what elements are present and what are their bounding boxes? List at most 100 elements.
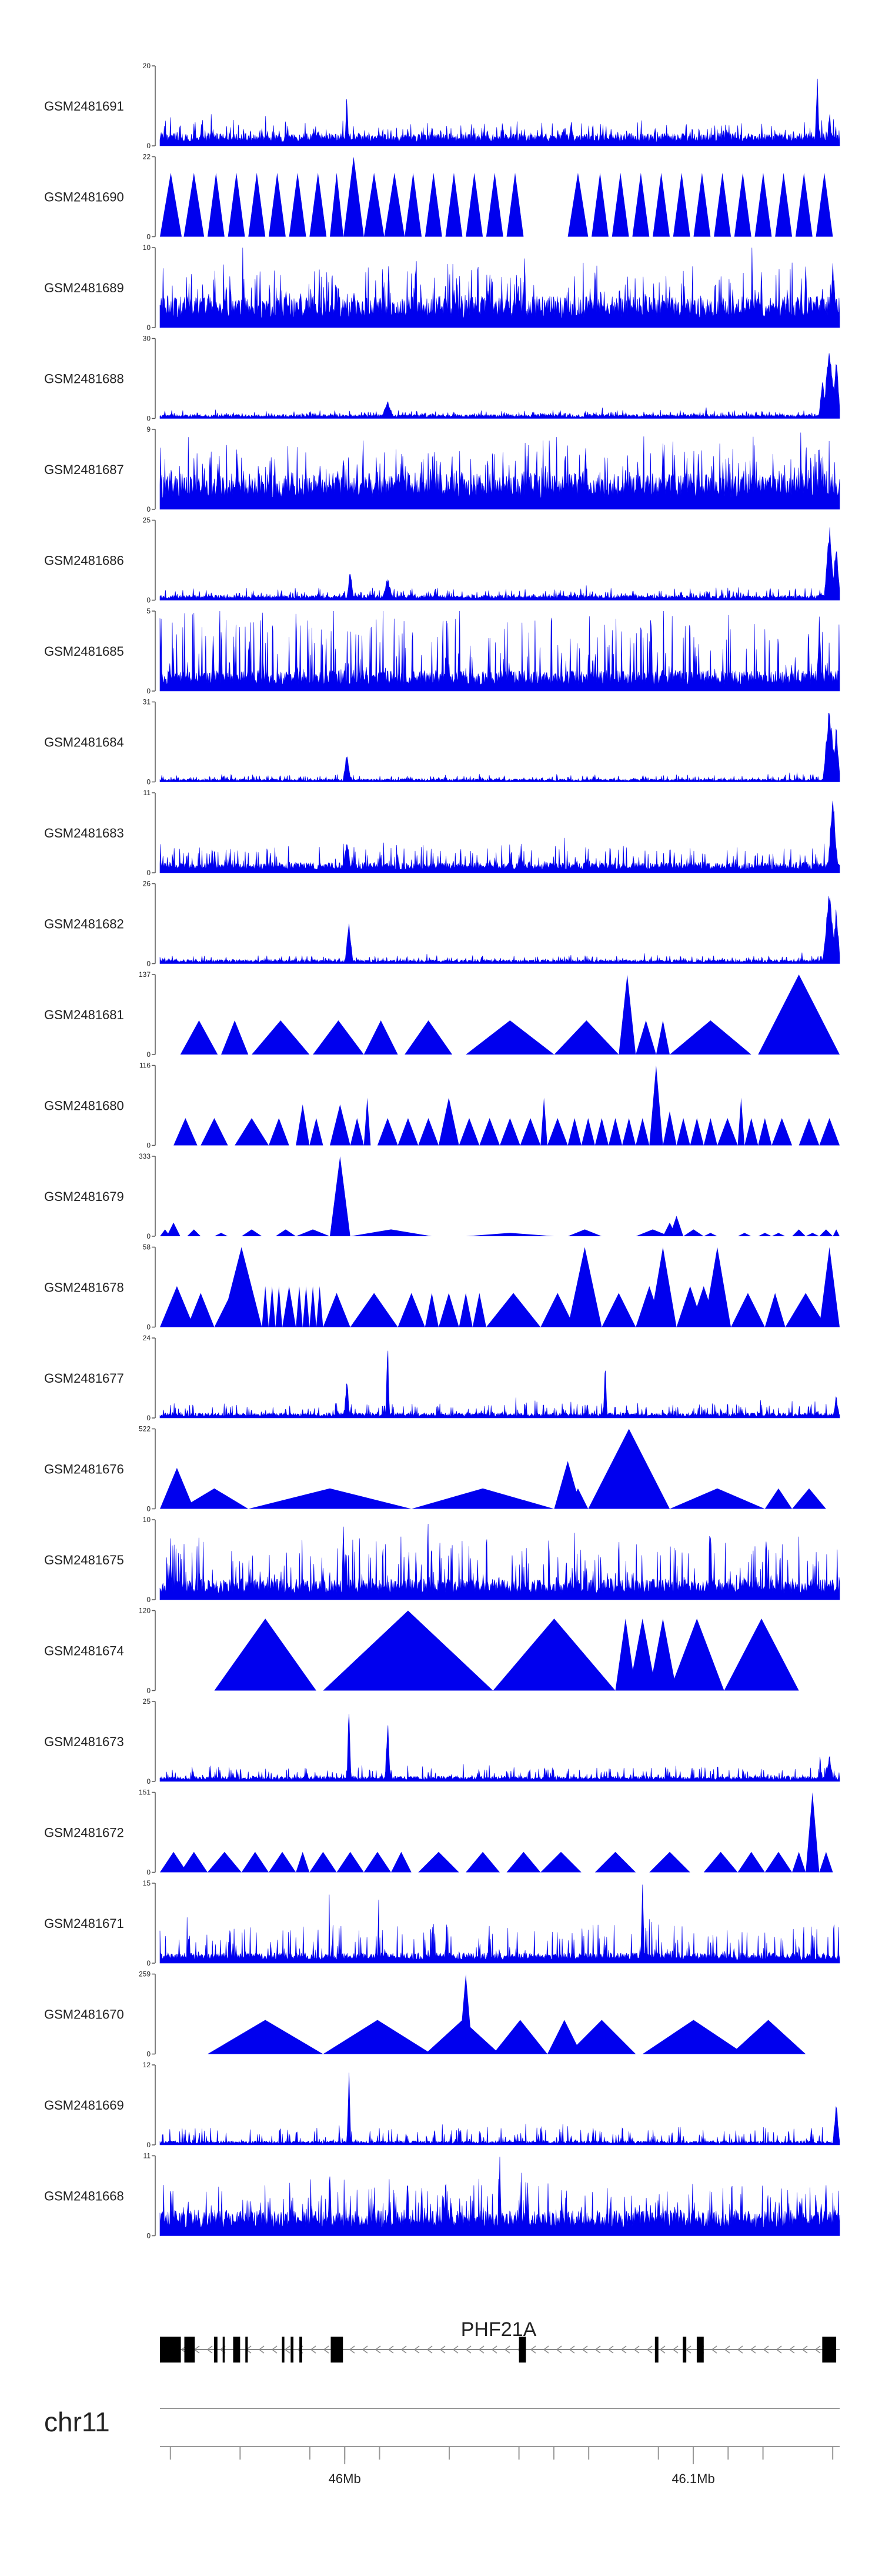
coverage-peak: [758, 1118, 772, 1146]
y-axis-min-label: 0: [146, 960, 151, 968]
coverage-peak: [268, 1851, 296, 1873]
gene-exon: [290, 2337, 294, 2363]
track-GSM2481679: GSM2481679 333 0: [44, 1152, 840, 1240]
track-label: GSM2481668: [44, 2189, 124, 2204]
track-label: GSM2481675: [44, 1553, 124, 1567]
coverage-peak: [438, 1097, 459, 1146]
coverage-peak: [201, 1118, 228, 1146]
track-label: GSM2481682: [44, 917, 124, 932]
track-GSM2481668: GSM2481668 11 0: [44, 2152, 840, 2240]
coverage-peak: [160, 1286, 194, 1327]
coverage-peak: [486, 1293, 541, 1327]
coverage-peak: [459, 1118, 480, 1146]
gene-exon: [233, 2337, 240, 2363]
y-axis-max-label: 259: [139, 1970, 151, 1978]
y-axis-max-label: 151: [139, 1788, 151, 1797]
coverage-peak: [363, 1097, 371, 1146]
strand-arrow: [646, 2345, 653, 2354]
strand-arrow: [362, 2345, 368, 2354]
coverage-peak: [792, 1488, 826, 1509]
coverage-peak: [737, 1233, 751, 1236]
coverage-peak: [567, 1488, 589, 1509]
strand-arrow: [594, 2345, 601, 2354]
strand-arrow: [711, 2345, 717, 2354]
coverage-peak: [466, 1020, 554, 1055]
coverage-peak: [785, 1293, 826, 1327]
gene-track: PHF21A: [160, 2318, 840, 2363]
track-label: GSM2481670: [44, 2007, 124, 2022]
coverage-peak: [207, 1851, 242, 1873]
coverage-peak: [486, 172, 503, 237]
y-axis-max-label: 26: [143, 880, 151, 888]
coverage-peak: [214, 1233, 228, 1236]
y-axis-min-label: 0: [146, 1232, 151, 1240]
coverage-peak: [754, 172, 772, 237]
strand-arrow: [491, 2345, 497, 2354]
coverage-peak: [418, 1118, 439, 1146]
coverage-peak: [309, 1118, 323, 1146]
coverage-peak: [693, 172, 711, 237]
coverage-signal: [159, 713, 840, 782]
strand-arrow: [659, 2345, 666, 2354]
coverage-signal: [159, 1714, 840, 1782]
coverage-peak: [405, 1020, 453, 1055]
y-axis-max-label: 22: [143, 153, 151, 161]
coverage-peak: [649, 1851, 690, 1873]
y-axis-max-label: 333: [139, 1152, 151, 1160]
coverage-peak: [207, 172, 225, 237]
strand-arrow: [776, 2345, 782, 2354]
coverage-peak: [703, 1247, 731, 1327]
track-GSM2481675: GSM2481675 10 0: [44, 1516, 840, 1604]
coverage-peak: [636, 1229, 670, 1236]
coverage-peak: [676, 1118, 690, 1146]
coverage-peak: [622, 1118, 636, 1146]
track-label: GSM2481677: [44, 1371, 124, 1386]
coverage-peak: [594, 1118, 609, 1146]
coverage-peak: [619, 975, 636, 1055]
track-label: GSM2481686: [44, 553, 124, 568]
track-label: GSM2481673: [44, 1734, 124, 1749]
strand-arrow: [452, 2345, 459, 2354]
track-GSM2481669: GSM2481669 12 0: [44, 2061, 840, 2149]
track-GSM2481677: GSM2481677 24 0: [44, 1334, 840, 1422]
coverage-peak: [296, 1286, 303, 1327]
coverage-peak: [567, 2020, 636, 2054]
track-label: GSM2481689: [44, 281, 124, 295]
coverage-peak: [683, 1229, 704, 1236]
track-label: GSM2481690: [44, 190, 124, 205]
track-GSM2481671: GSM2481671 15 0: [44, 1879, 840, 1967]
coverage-peak: [506, 172, 524, 237]
strand-arrow: [607, 2345, 614, 2354]
coverage-peak: [302, 1286, 310, 1327]
coverage-peak: [629, 1619, 656, 1691]
coverage-peak: [363, 1851, 392, 1873]
coverage-peak: [296, 1229, 330, 1236]
track-label: GSM2481674: [44, 1644, 124, 1659]
strand-arrow: [763, 2345, 769, 2354]
coverage-peak: [540, 1851, 582, 1873]
track-GSM2481678: GSM2481678 58 0: [44, 1243, 840, 1332]
strand-arrow: [814, 2345, 821, 2354]
gene-exon: [299, 2337, 302, 2363]
coverage-peak: [363, 1020, 398, 1055]
coverage-signal: [159, 527, 840, 600]
coverage-peak: [673, 172, 690, 237]
coverage-peak: [187, 1229, 201, 1236]
coverage-peak: [268, 1118, 289, 1146]
track-label: GSM2481683: [44, 826, 124, 840]
strand-arrow: [258, 2345, 265, 2354]
coverage-peak: [795, 172, 813, 237]
coverage-peak: [397, 1118, 419, 1146]
coverage-peak: [313, 1020, 364, 1055]
coverage-peak: [764, 1488, 793, 1509]
y-axis-max-label: 30: [143, 335, 151, 343]
coverage-peak: [405, 172, 422, 237]
strand-arrow: [556, 2345, 562, 2354]
coverage-peak: [330, 1156, 350, 1236]
coverage-signal: [159, 800, 840, 873]
coverage-signal: [159, 432, 840, 510]
strand-arrow: [569, 2345, 575, 2354]
coverage-signal: [159, 247, 840, 328]
coverage-peak: [594, 1851, 636, 1873]
